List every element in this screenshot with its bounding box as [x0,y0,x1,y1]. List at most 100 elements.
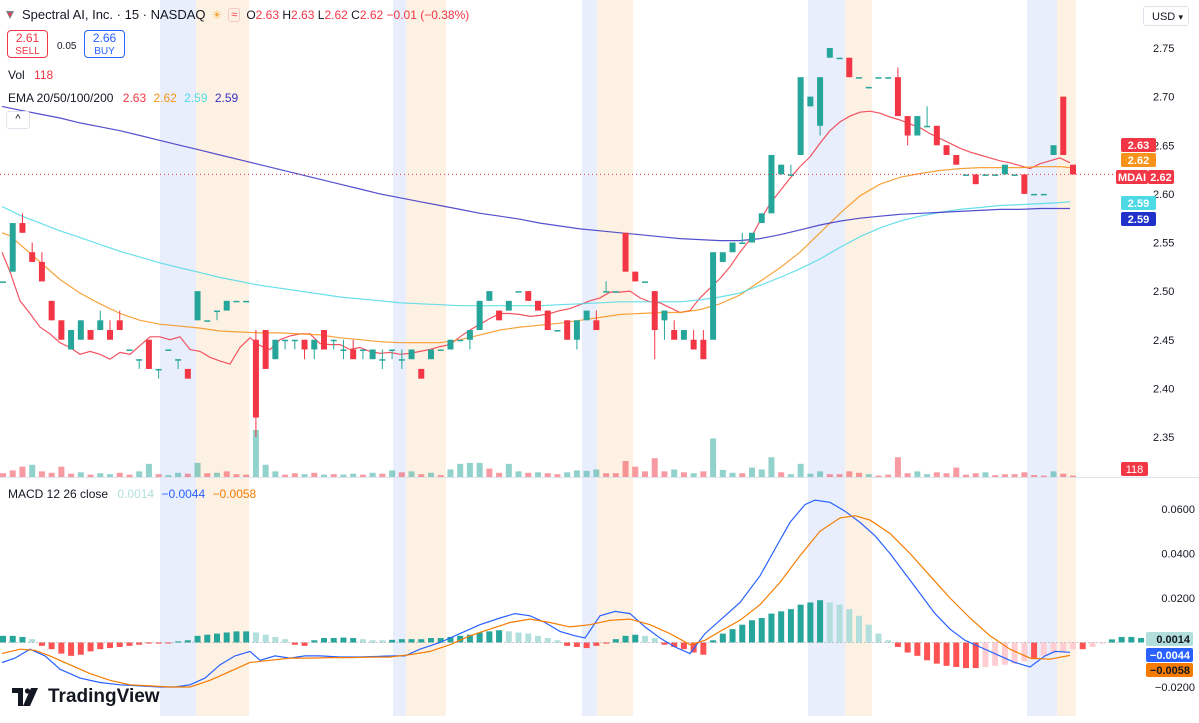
candle-body [29,252,36,262]
ema20-line [1,110,1071,365]
price-label-badge: 2.59 [1121,212,1156,226]
volume-bar [175,472,182,477]
price-label-text: MDAI [1118,172,1146,184]
candle-body [398,359,405,361]
macd-hist-bar [184,640,191,643]
spread-value: 0.05 [57,41,77,52]
macd-hist-bar [729,629,736,643]
buy-button[interactable]: 2.66 BUY [84,30,125,58]
symbol-header[interactable]: Spectral AI, Inc. · 15 · NASDAQ ☀ ≈ O2.6… [4,7,469,22]
collapse-legend-button[interactable]: ^ [6,111,30,129]
candle-body [0,281,6,283]
macd-hist-bar [680,642,687,650]
volume-bar [214,472,220,477]
candle [223,300,230,311]
volume-label-bg [1121,462,1148,476]
volume-bar [437,475,444,477]
price-tick-label: 2.45 [1153,335,1174,347]
candle [729,242,736,253]
candle-body [885,77,892,79]
price-axis: 2.75 2.70 2.65 2.60 2.55 2.50 2.45 2.40 2.35 [1153,43,1174,444]
volume-bar [544,473,551,477]
macd-hist-bar [885,640,892,643]
ema50-line [1,166,1071,344]
candle [204,320,211,322]
macd-hist-bar [165,642,172,644]
sell-label: SELL [15,46,40,57]
candle-body [807,96,814,107]
candle-body [583,310,590,321]
volume-bar [107,474,113,477]
candle [428,349,434,360]
volume-legend[interactable]: Vol 118 [8,68,53,82]
candle [1001,164,1008,175]
currency-selector[interactable]: USD ▾ [1143,6,1189,26]
volume-bar [291,473,298,477]
macd-hist-bar [963,642,969,669]
macd-hist-bar [535,635,541,643]
candle [710,252,717,340]
candle [836,57,843,60]
candle-body [428,349,434,360]
candle [155,368,162,379]
ema-legend[interactable]: EMA 20/50/100/200 2.63 2.62 2.59 2.59 [8,91,238,105]
macd-hist-bar [291,642,298,645]
volume-bar [165,475,172,477]
macd-hist-legend-value: 0.0014 [117,487,155,501]
tradingview-logo: TradingView [12,686,160,708]
candle [525,291,532,301]
candle-body [175,359,182,361]
macd-hist-bar [749,620,755,643]
volume-bar [914,471,921,477]
macd-label-badge: −0.0058 [1146,663,1193,677]
volume-bar [457,463,464,477]
candle [233,300,240,303]
candle [476,300,483,331]
price-label-badge: 2.62 [1148,170,1174,184]
macd-hist-bar [233,631,240,643]
volume-bar [836,474,843,477]
wave-icon[interactable]: ≈ [228,7,241,22]
candle [817,77,824,136]
macd-hist-bar [340,637,347,643]
sun-icon[interactable]: ☀ [211,7,223,22]
macd-hist-bar [1070,642,1076,650]
candle-body [768,154,775,214]
volume-bar [768,457,775,477]
volume-bar [496,472,503,477]
macd-legend[interactable]: MACD 12 26 close 0.0014 −0.0044 −0.0058 [8,487,256,501]
macd-hist-bar [1001,642,1008,665]
volume-bar [389,470,396,477]
volume-bar [466,462,473,477]
volume-bar [535,472,541,477]
macd-hist-bar [807,602,814,643]
candle [846,57,853,78]
macd-hist-bar [894,642,901,647]
volume-bar [428,472,434,477]
volume-bar [632,466,639,477]
macd-hist-bar [787,609,794,643]
volume-bar [700,471,707,477]
candle-body [223,300,230,311]
volume-bar [710,438,717,477]
candle-body [865,86,872,89]
volume-bar [398,472,405,477]
candle [1021,174,1028,194]
sell-button[interactable]: 2.61 SELL [7,30,48,58]
macd-hist-bar [651,638,658,643]
symbol-logo-icon [4,9,16,21]
candle [768,154,775,214]
candle-body [710,252,717,340]
macd-label-text: −0.0044 [1150,650,1191,662]
ema200-legend-value: 2.59 [214,91,239,105]
session-band [845,0,872,716]
macd-hist-bar [1118,636,1125,643]
candle [787,164,794,176]
candle-body [1031,193,1038,196]
price-label-bg [1121,196,1156,210]
macd-hist-bar [466,634,473,643]
candle-body [749,232,755,243]
volume-bar [379,473,386,477]
candle [671,320,678,340]
